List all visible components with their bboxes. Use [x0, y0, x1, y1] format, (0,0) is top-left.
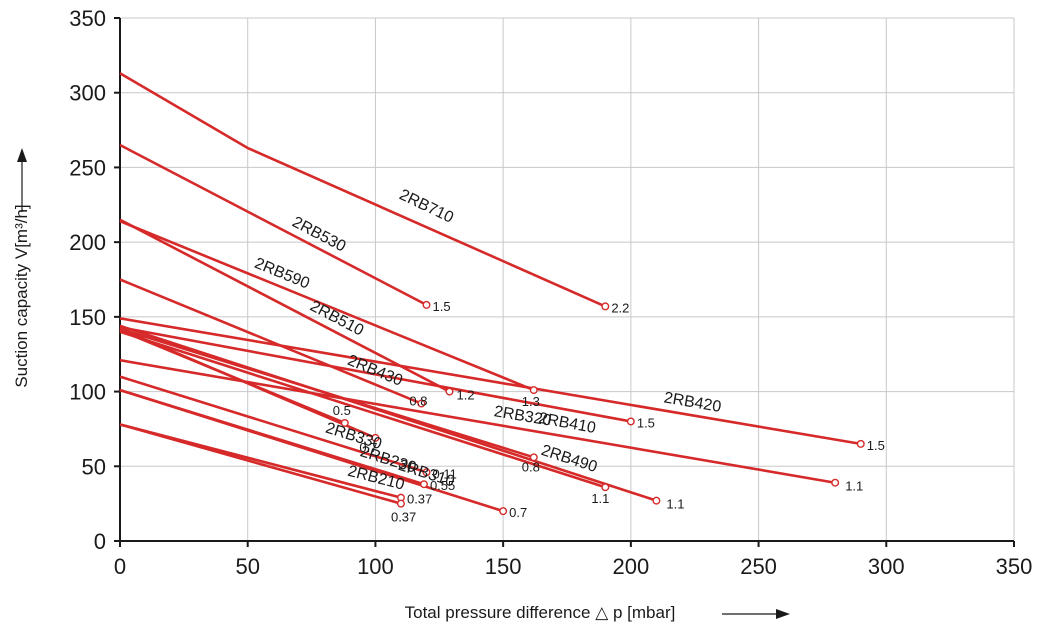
series-line — [119, 317, 861, 446]
tick-labels: 0 50 100 150 200 250 300 350 0 50 100 150 200 250 300 3… — [69, 6, 1032, 579]
series-line — [119, 375, 427, 474]
series-end-marker — [499, 507, 508, 516]
x-tick-label: 100 — [357, 554, 394, 579]
series-end-marker — [856, 439, 865, 448]
x-tick-label: 200 — [612, 554, 649, 579]
end-point-label: 0.55 — [430, 478, 455, 493]
end-point-label: 2.2 — [611, 300, 629, 315]
axis-arrows — [17, 148, 790, 619]
axes — [114, 17, 1015, 547]
end-point-label: 0.11 — [433, 466, 457, 481]
y-tick-label: 200 — [69, 230, 106, 255]
end-point-label: 1.5 — [433, 299, 451, 314]
series-end-marker — [626, 417, 635, 426]
series-end-marker — [601, 302, 610, 311]
y-axis-arrow-head — [17, 148, 27, 162]
x-tick-label: 50 — [235, 554, 259, 579]
end-point-label: 0.8 — [409, 394, 427, 409]
y-tick-label: 100 — [69, 380, 106, 405]
end-point-label: 0.7 — [509, 505, 527, 520]
series-end-marker — [831, 478, 840, 487]
series-line — [119, 143, 428, 307]
series-end-marker — [417, 399, 426, 408]
y-tick-label: 300 — [69, 81, 106, 106]
y-tick-label: 350 — [69, 6, 106, 31]
series-end-marker — [422, 468, 431, 477]
y-tick-label: 50 — [82, 454, 106, 479]
y-axis-title: Suction capacity V[m³/h] — [12, 204, 31, 387]
y-tick-label: 250 — [69, 155, 106, 180]
x-tick-label: 250 — [740, 554, 777, 579]
series-line — [119, 423, 402, 505]
series-name-label: 2RB710 — [397, 186, 457, 226]
series-line — [119, 327, 535, 459]
x-tick-label: 350 — [996, 554, 1033, 579]
end-point-label: 1.5 — [637, 415, 655, 430]
series-end-marker — [419, 480, 428, 489]
y-tick-label: 0 — [94, 529, 106, 554]
series-end-marker — [652, 496, 661, 505]
series-line — [119, 388, 425, 486]
x-tick-label: 300 — [868, 554, 905, 579]
series-line — [119, 330, 606, 489]
end-point-label: 1.2 — [457, 388, 475, 403]
y-tick-label: 150 — [69, 305, 106, 330]
x-axis-arrow-head — [776, 609, 790, 619]
x-tick-label: 150 — [485, 554, 522, 579]
series-line — [119, 326, 632, 423]
end-point-label: 0.37 — [407, 492, 432, 507]
end-point-label: 0.37 — [391, 510, 416, 525]
end-point-label: 0.5 — [333, 403, 351, 418]
end-point-label: 0.8 — [522, 459, 540, 474]
series-end-marker — [445, 387, 454, 396]
series-line — [119, 72, 606, 308]
x-axis-title: Total pressure difference △ p [mbar] — [405, 603, 676, 622]
end-point-label: 1.1 — [845, 479, 863, 494]
end-point-label: 1.3 — [522, 394, 540, 409]
series-end-marker — [422, 300, 431, 309]
series-end-marker — [371, 433, 380, 442]
series-end-marker — [396, 499, 405, 508]
series-end-marker — [601, 483, 610, 492]
series-end-marker — [529, 386, 538, 395]
series-end-marker — [529, 453, 538, 462]
series-line — [119, 220, 535, 392]
x-tick-label: 0 — [114, 554, 126, 579]
series-line — [119, 218, 451, 393]
series-end-marker — [340, 418, 349, 427]
end-point-label: 1.1 — [591, 491, 609, 506]
end-point-label: 1.1 — [666, 497, 684, 512]
series-line — [119, 278, 422, 405]
end-point-label: 0.7 — [359, 440, 377, 455]
series-line — [119, 327, 376, 440]
end-point-label: 1.5 — [867, 438, 885, 453]
series-lines — [119, 72, 865, 516]
